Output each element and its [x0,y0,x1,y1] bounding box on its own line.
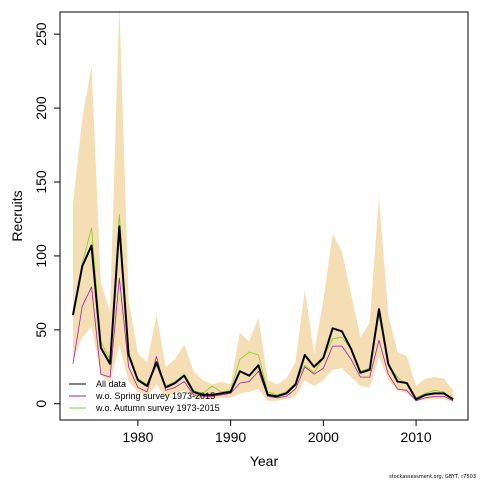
legend-label-1: w.o. Spring survey 1973-2015 [95,391,215,401]
footnote-credit: stockassessment.org, GBYT, r7503 [389,474,476,480]
x-tick-label-1980: 1980 [122,429,153,445]
y-axis: 0 50 100 150 200 250 [33,22,60,408]
series-line-all-data [71,225,454,401]
x-tick-label-2000: 2000 [308,429,339,445]
y-tick-label-250: 250 [33,22,49,46]
y-tick-label-150: 150 [33,170,49,194]
x-tick-label-1990: 1990 [215,429,246,445]
y-tick-label-200: 200 [33,96,49,120]
x-axis: 1980 1990 2000 2010 [122,420,432,445]
series-lines-layer [71,214,454,402]
y-axis-title: Recruits [9,190,25,241]
confidence-band [72,4,454,403]
y-tick-label-0: 0 [33,400,49,408]
legend-label-0: All data [96,379,126,389]
plot-frame [59,11,469,421]
y-tick-label-100: 100 [33,244,49,268]
confidence-band-layer [72,4,454,403]
x-axis-title: Year [250,453,279,469]
x-tick-label-2010: 2010 [400,429,431,445]
y-tick-label-50: 50 [33,322,49,338]
legend-label-2: w.o. Autumn survey 1973-2015 [95,403,220,413]
legend: All data w.o. Spring survey 1973-2015 w.o.… [69,379,220,413]
series-line-w-o-spring-survey-1973-2015 [72,277,454,402]
